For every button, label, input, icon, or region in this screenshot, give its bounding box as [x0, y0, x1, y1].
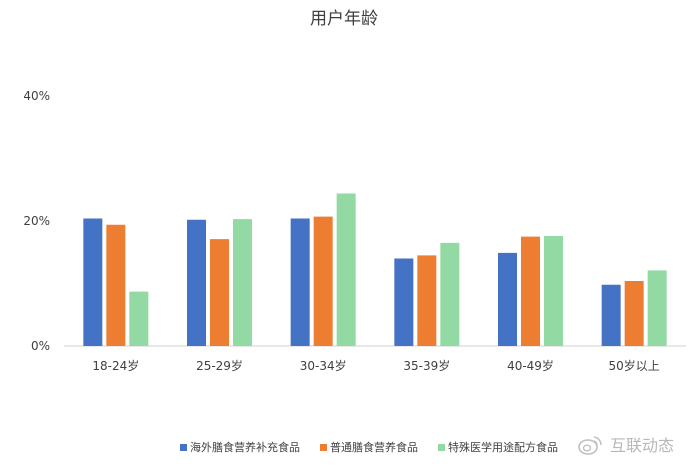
- chart-title: 用户年龄: [310, 9, 378, 29]
- bar: [521, 236, 540, 346]
- bar: [624, 281, 644, 346]
- x-tick-label: 30-34岁: [300, 358, 347, 373]
- watermark-text: 互联动态: [610, 436, 674, 455]
- bar: [394, 258, 414, 346]
- legend-item: 海外膳食营养补充食品: [180, 440, 300, 454]
- bar: [129, 291, 149, 346]
- x-axis-ticks: 18-24岁 25-29岁 30-34岁 35-39岁 40-49岁 50岁以上: [92, 358, 659, 373]
- bar: [440, 242, 460, 346]
- bars: [83, 193, 667, 346]
- legend-label: 海外膳食营养补充食品: [190, 440, 300, 454]
- y-axis-ticks: 0% 20% 40%: [23, 89, 50, 353]
- x-tick-label: 25-29岁: [196, 358, 243, 373]
- legend-label: 特殊医学用途配方食品: [448, 440, 558, 454]
- legend-label: 普通膳食营养食品: [330, 440, 418, 454]
- bar: [106, 224, 126, 346]
- y-tick-label: 0%: [31, 339, 50, 353]
- y-tick-label: 40%: [23, 89, 50, 103]
- bar: [647, 270, 667, 346]
- bar: [417, 255, 437, 346]
- bar: [498, 252, 517, 346]
- bar: [83, 218, 103, 346]
- bar: [210, 239, 229, 346]
- bar: [601, 284, 621, 346]
- x-tick-label: 35-39岁: [403, 358, 450, 373]
- y-tick-label: 20%: [23, 214, 50, 228]
- bar: [336, 193, 356, 346]
- bar: [187, 219, 206, 346]
- x-tick-label: 18-24岁: [92, 358, 139, 373]
- weibo-icon: [578, 436, 602, 455]
- bar: [313, 216, 333, 346]
- legend: 海外膳食营养补充食品 普通膳食营养食品 特殊医学用途配方食品: [180, 440, 558, 454]
- legend-item: 普通膳食营养食品: [320, 440, 418, 454]
- legend-swatch: [438, 444, 445, 451]
- legend-swatch: [320, 444, 327, 451]
- bar: [544, 236, 563, 346]
- bar: [233, 219, 252, 346]
- bar: [290, 218, 310, 346]
- legend-swatch: [180, 444, 187, 451]
- legend-item: 特殊医学用途配方食品: [438, 440, 558, 454]
- watermark: 互联动态: [578, 436, 674, 455]
- x-tick-label: 40-49岁: [507, 358, 554, 373]
- x-tick-label: 50岁以上: [609, 358, 660, 373]
